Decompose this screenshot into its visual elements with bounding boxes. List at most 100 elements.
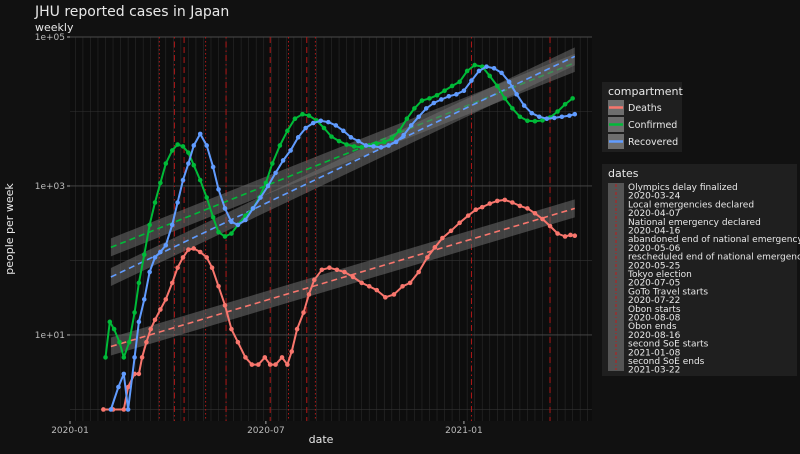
data-point-deaths bbox=[144, 339, 149, 345]
data-point-deaths bbox=[289, 349, 295, 354]
data-point-deaths bbox=[191, 246, 197, 251]
data-point-recovered bbox=[341, 128, 346, 134]
data-point-confirmed bbox=[210, 214, 216, 220]
data-point-recovered bbox=[423, 106, 429, 111]
data-point-confirmed bbox=[103, 355, 108, 360]
data-point-deaths bbox=[125, 384, 131, 390]
legend-compartment-title: compartment bbox=[608, 85, 684, 98]
data-point-deaths bbox=[101, 407, 106, 412]
data-point-recovered bbox=[431, 100, 437, 106]
data-point-deaths bbox=[572, 233, 578, 239]
data-point-confirmed bbox=[132, 310, 137, 315]
data-point-confirmed bbox=[191, 162, 197, 168]
legend-event-label: abandoned end of national emergency bbox=[628, 235, 800, 245]
data-point-recovered bbox=[258, 195, 263, 200]
data-point-confirmed bbox=[300, 111, 305, 117]
data-point-deaths bbox=[555, 231, 560, 236]
data-point-recovered bbox=[318, 118, 324, 124]
data-point-deaths bbox=[473, 207, 479, 213]
legend-event-label: Obon starts bbox=[628, 305, 681, 315]
data-point-recovered bbox=[265, 183, 271, 189]
data-point-recovered bbox=[158, 249, 163, 255]
data-point-recovered bbox=[446, 93, 452, 99]
data-point-confirmed bbox=[329, 134, 334, 139]
trend-band bbox=[110, 47, 575, 287]
data-point-confirmed bbox=[389, 136, 395, 142]
data-point-confirmed bbox=[152, 200, 158, 205]
trend-line bbox=[110, 207, 576, 348]
legend-event-label: Local emergencies declared bbox=[628, 200, 754, 210]
data-point-confirmed bbox=[525, 118, 530, 124]
data-point-confirmed bbox=[510, 106, 515, 111]
data-point-deaths bbox=[400, 284, 405, 289]
legend-event-label: second SoE ends bbox=[628, 357, 705, 367]
data-point-deaths bbox=[432, 245, 438, 250]
data-point-confirmed bbox=[359, 145, 364, 150]
data-point-recovered bbox=[125, 407, 131, 412]
data-point-deaths bbox=[494, 198, 500, 204]
data-point-deaths bbox=[169, 280, 175, 286]
data-point-deaths bbox=[407, 280, 413, 286]
legend-event-date: 2020-04-16 bbox=[628, 227, 681, 237]
data-point-deaths bbox=[487, 201, 493, 206]
data-point-recovered bbox=[439, 97, 444, 102]
data-point-recovered bbox=[416, 114, 422, 120]
data-point-deaths bbox=[152, 317, 158, 323]
data-point-deaths bbox=[517, 203, 523, 209]
data-point-deaths bbox=[121, 407, 127, 412]
series-lines bbox=[101, 62, 578, 412]
data-point-confirmed bbox=[517, 114, 523, 120]
data-point-deaths bbox=[197, 249, 203, 255]
data-point-confirmed bbox=[186, 150, 191, 155]
data-point-deaths bbox=[243, 355, 248, 360]
data-point-deaths bbox=[350, 274, 356, 280]
series-line-confirmed bbox=[104, 64, 574, 359]
data-point-confirmed bbox=[204, 195, 209, 200]
data-point-deaths bbox=[279, 355, 285, 360]
data-point-deaths bbox=[148, 326, 154, 332]
data-point-deaths bbox=[440, 235, 445, 241]
data-point-deaths bbox=[465, 213, 471, 218]
data-point-confirmed bbox=[222, 234, 228, 239]
legend-label-deaths: Deaths bbox=[628, 103, 662, 114]
data-point-confirmed bbox=[229, 231, 234, 236]
data-point-confirmed bbox=[169, 148, 175, 153]
data-point-confirmed bbox=[464, 68, 470, 74]
data-point-recovered bbox=[132, 355, 137, 360]
data-point-confirmed bbox=[374, 141, 380, 146]
data-point-confirmed bbox=[107, 319, 113, 325]
data-point-deaths bbox=[383, 295, 388, 300]
data-point-confirmed bbox=[175, 142, 180, 147]
data-point-recovered bbox=[295, 135, 301, 140]
data-point-deaths bbox=[532, 210, 538, 216]
legend-event-date: 2020-03-24 bbox=[628, 192, 681, 202]
data-point-recovered bbox=[461, 88, 467, 94]
legend-event-date: 2021-03-22 bbox=[628, 366, 680, 376]
data-point-recovered bbox=[326, 119, 331, 125]
data-point-confirmed bbox=[351, 144, 357, 149]
data-point-deaths bbox=[525, 206, 530, 211]
legend-label-confirmed: Confirmed bbox=[628, 120, 677, 131]
data-point-deaths bbox=[562, 234, 568, 239]
data-point-confirmed bbox=[562, 101, 568, 107]
data-point-confirmed bbox=[147, 222, 152, 228]
data-point-deaths bbox=[209, 265, 215, 270]
data-point-deaths bbox=[204, 255, 209, 260]
legend-event-date: 2020-04-07 bbox=[628, 209, 680, 219]
x-tick-label: 2021-01 bbox=[445, 426, 483, 436]
trend-line bbox=[110, 55, 576, 278]
data-point-deaths bbox=[294, 326, 300, 332]
data-point-recovered bbox=[536, 114, 542, 120]
data-point-deaths bbox=[229, 326, 234, 332]
data-point-recovered bbox=[393, 139, 399, 145]
data-point-confirmed bbox=[381, 139, 387, 145]
legend-event-label: second SoE starts bbox=[628, 340, 709, 350]
data-point-confirmed bbox=[442, 88, 447, 94]
data-point-recovered bbox=[552, 115, 557, 121]
data-point-confirmed bbox=[336, 138, 342, 144]
data-point-recovered bbox=[216, 187, 221, 192]
data-point-confirmed bbox=[404, 116, 410, 122]
legend-event-label: Olympics delay finalized bbox=[628, 183, 738, 193]
data-point-recovered bbox=[141, 297, 147, 302]
data-point-recovered bbox=[348, 135, 354, 140]
